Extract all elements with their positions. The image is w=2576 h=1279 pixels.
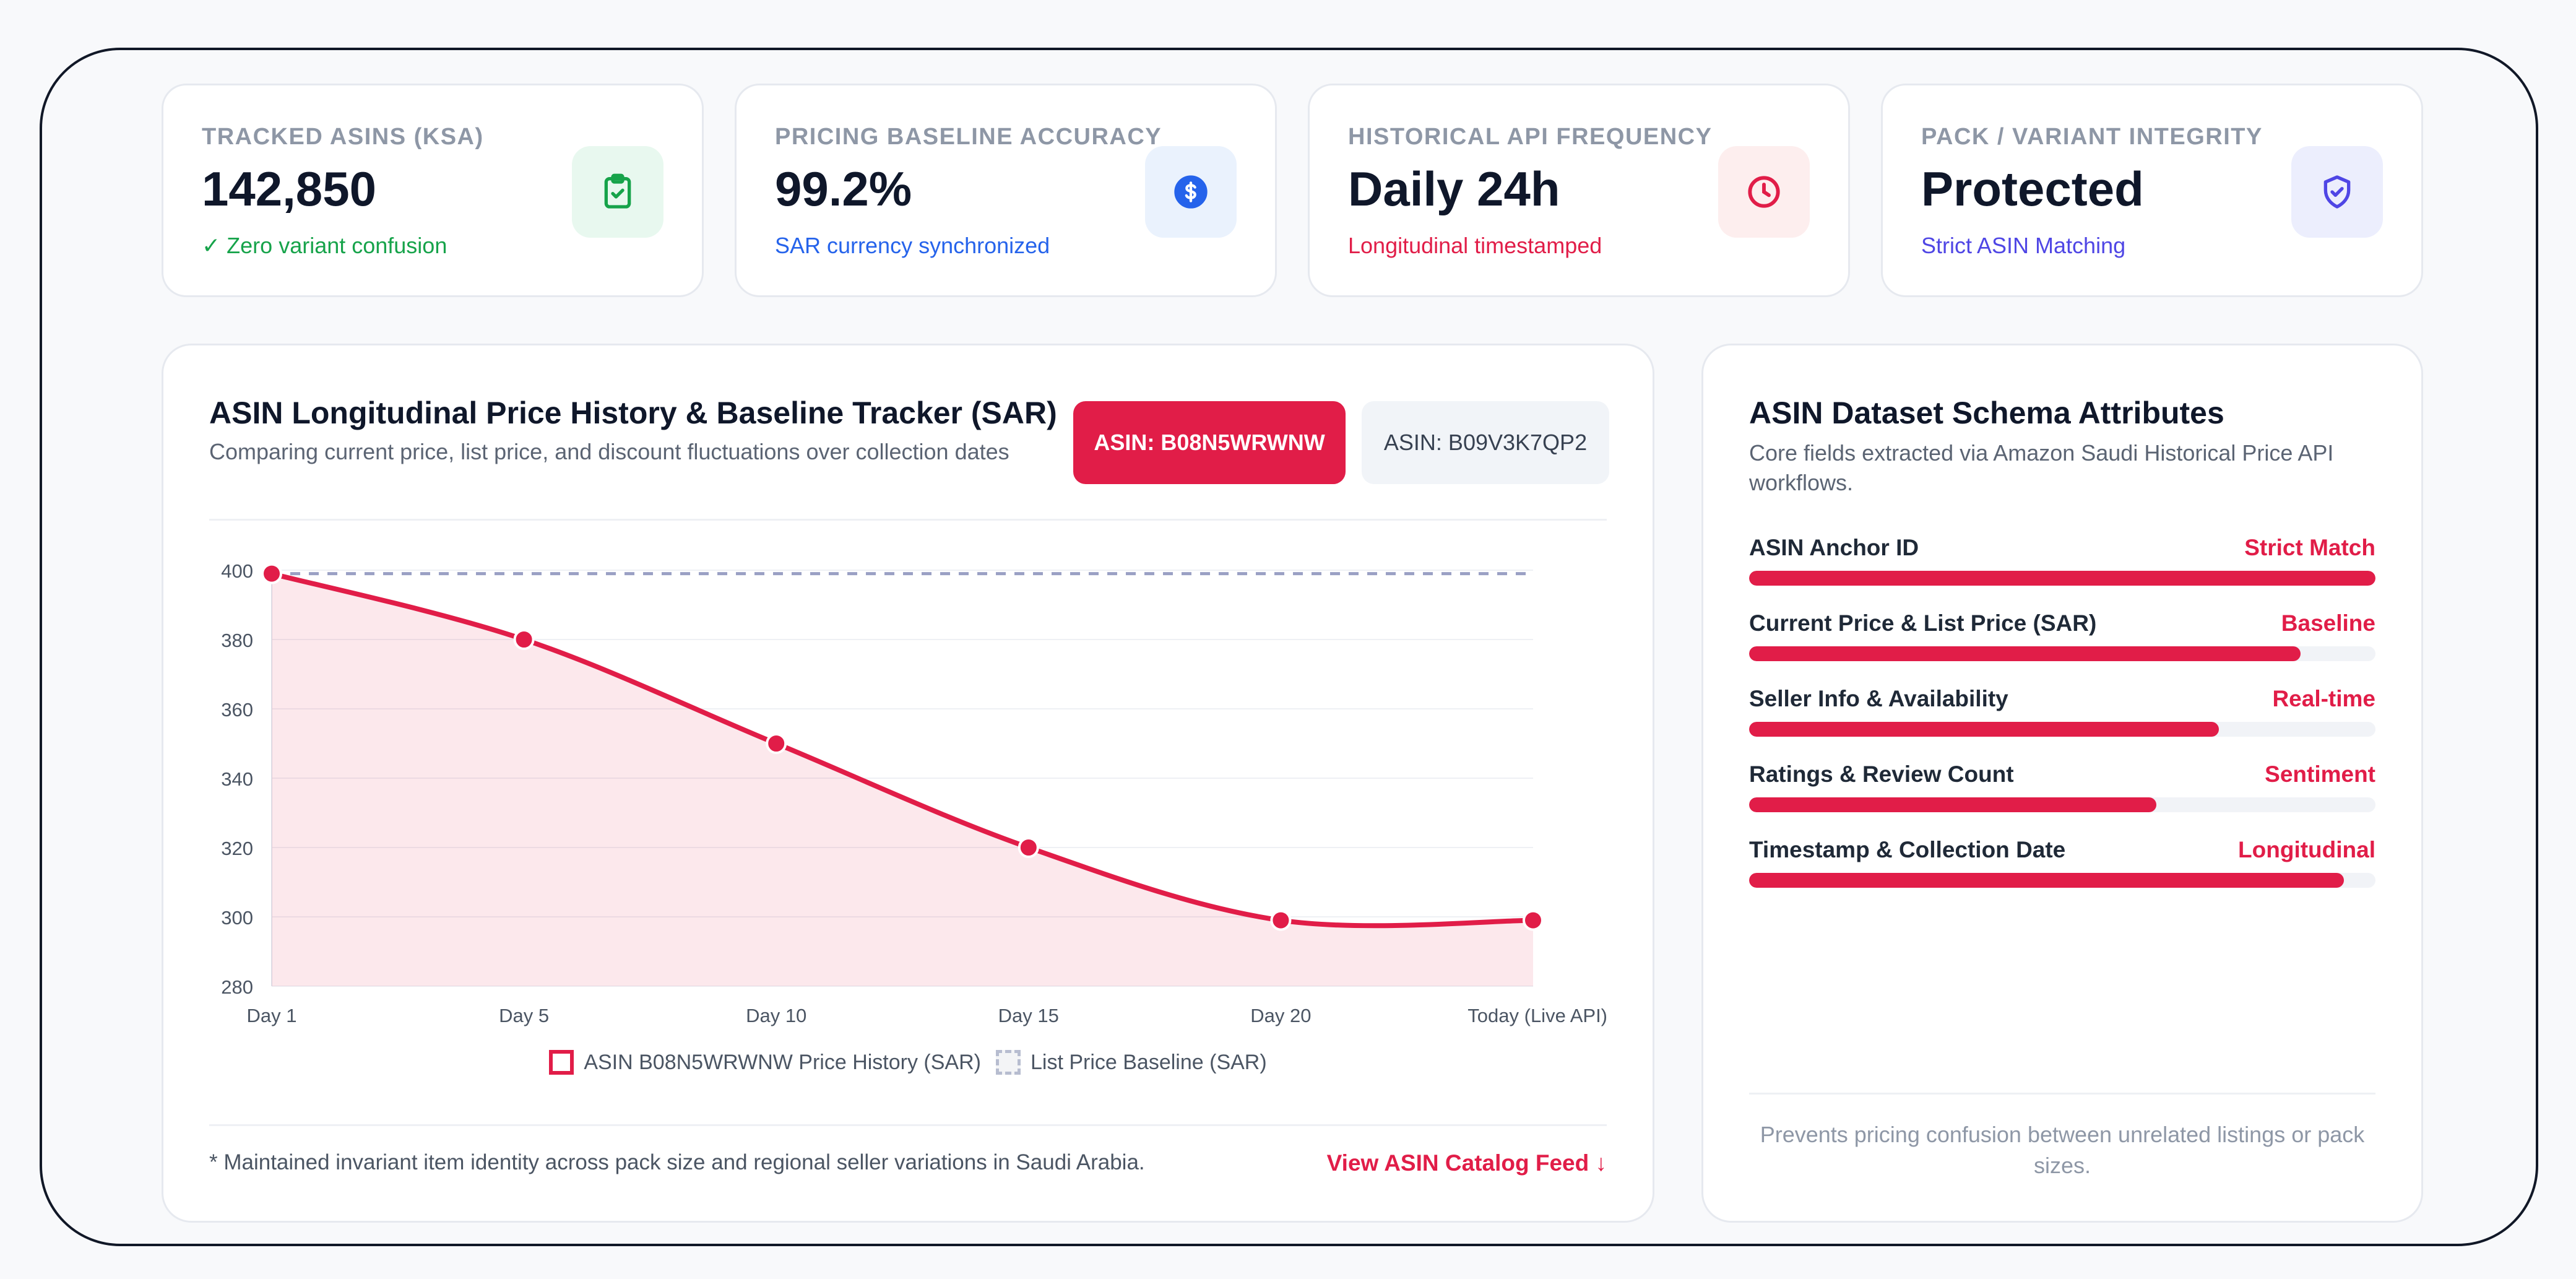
chart-header-divider: [209, 519, 1607, 521]
attribute-progress-track: [1749, 571, 2375, 586]
legend-item-list-price[interactable]: List Price Baseline (SAR): [995, 1050, 1267, 1075]
schema-title: ASIN Dataset Schema Attributes: [1749, 396, 2224, 430]
schema-footer-divider: [1749, 1093, 2375, 1095]
attribute-progress-fill: [1749, 873, 2345, 888]
schema-attributes-panel: ASIN Dataset Schema Attributes Core fiel…: [1701, 344, 2423, 1223]
legend-item-price-history[interactable]: ASIN B08N5WRWNW Price History (SAR): [549, 1050, 981, 1075]
legend-swatch-red: [549, 1050, 574, 1075]
kpi-subtext: Longitudinal timestamped: [1348, 233, 1602, 258]
y-tick-label: 300: [221, 907, 253, 929]
data-point: [1018, 837, 1039, 858]
clock-icon: [1718, 146, 1810, 238]
attribute-progress-fill: [1749, 797, 2156, 812]
data-point: [766, 733, 787, 754]
x-tick-label: Day 20: [1250, 1005, 1311, 1026]
shield-check-icon: [2291, 146, 2383, 238]
kpi-label: HISTORICAL API FREQUENCY: [1348, 124, 1713, 150]
kpi-card-tracked-asins: TRACKED ASINS (KSA) 142,850 ✓ Zero varia…: [162, 84, 704, 297]
data-point: [513, 629, 535, 650]
attribute-tag: Sentiment: [2265, 761, 2375, 787]
attribute-tag: Baseline: [2281, 610, 2375, 636]
y-tick-label: 340: [221, 768, 253, 790]
y-tick-label: 360: [221, 699, 253, 721]
chart-legend: ASIN B08N5WRWNW Price History (SAR) List…: [163, 1050, 1653, 1075]
kpi-label: PRICING BASELINE ACCURACY: [775, 124, 1162, 150]
attribute-name: Timestamp & Collection Date: [1749, 837, 2066, 862]
kpi-value: Daily 24h: [1348, 162, 1560, 216]
schema-attribute-seller: Seller Info & Availability Real-time: [1749, 686, 2375, 742]
asin-button-b09v3k7qp2[interactable]: ASIN: B09V3K7QP2: [1362, 401, 1609, 484]
attribute-progress-track: [1749, 722, 2375, 737]
kpi-subtext: SAR currency synchronized: [775, 233, 1050, 258]
attribute-tag: Longitudinal: [2238, 837, 2375, 862]
series-area-price-history: [272, 573, 1533, 986]
attribute-name: Seller Info & Availability: [1749, 686, 2008, 711]
x-tick-label: Today (Live API): [1467, 1005, 1607, 1026]
y-tick-label: 400: [221, 560, 253, 582]
schema-attribute-timestamp: Timestamp & Collection Date Longitudinal: [1749, 837, 2375, 893]
schema-attribute-price: Current Price & List Price (SAR) Baselin…: [1749, 610, 2375, 666]
kpi-value: 99.2%: [775, 162, 912, 216]
kpi-label: PACK / VARIANT INTEGRITY: [1921, 124, 2263, 150]
view-catalog-feed-link[interactable]: View ASIN Catalog Feed ↓: [1326, 1150, 1607, 1176]
y-tick-label: 320: [221, 838, 253, 859]
kpi-subtext: ✓ Zero variant confusion: [202, 233, 447, 258]
attribute-progress-fill: [1749, 571, 2375, 586]
schema-footnote: Prevents pricing confusion between unrel…: [1760, 1122, 2365, 1178]
attribute-tag: Real-time: [2272, 686, 2375, 711]
attribute-progress-track: [1749, 797, 2375, 812]
series-line-price-history: [269, 571, 1536, 929]
chart-footnote: * Maintained invariant item identity acr…: [209, 1150, 1145, 1174]
chart-subtitle: Comparing current price, list price, and…: [209, 439, 1009, 464]
attribute-tag: Strict Match: [2244, 535, 2375, 560]
kpi-card-variant-integrity: PACK / VARIANT INTEGRITY Protected Stric…: [1881, 84, 2423, 297]
price-history-panel: ASIN Longitudinal Price History & Baseli…: [162, 344, 1654, 1223]
chart-title: ASIN Longitudinal Price History & Baseli…: [209, 396, 1057, 430]
kpi-card-api-frequency: HISTORICAL API FREQUENCY Daily 24h Longi…: [1308, 84, 1850, 297]
x-tick-label: Day 10: [746, 1005, 806, 1026]
dollar-circle-icon: [1145, 146, 1237, 238]
attribute-progress-fill: [1749, 722, 2219, 737]
clipboard-check-icon: [572, 146, 663, 238]
price-history-chart: 280 300 320 340 360 380 400 Day 1 Day 5 Day 10 Day…: [221, 560, 1607, 1026]
y-tick-label: 280: [221, 976, 253, 998]
attribute-progress-track: [1749, 646, 2375, 661]
attribute-progress-fill: [1749, 646, 2301, 661]
data-point: [1523, 909, 1544, 931]
kpi-subtext: Strict ASIN Matching: [1921, 233, 2126, 258]
schema-attribute-asin-anchor: ASIN Anchor ID Strict Match: [1749, 535, 2375, 591]
data-point: [1270, 909, 1292, 931]
kpi-label: TRACKED ASINS (KSA): [202, 124, 484, 150]
y-tick-label: 380: [221, 630, 253, 651]
attribute-progress-track: [1749, 873, 2375, 888]
kpi-value: 142,850: [202, 162, 376, 216]
kpi-card-pricing-accuracy: PRICING BASELINE ACCURACY 99.2% SAR curr…: [735, 84, 1277, 297]
x-tick-label: Day 1: [247, 1005, 297, 1026]
schema-subtitle: Core fields extracted via Amazon Saudi H…: [1749, 440, 2334, 495]
attribute-name: Ratings & Review Count: [1749, 761, 2014, 787]
kpi-value: Protected: [1921, 162, 2144, 216]
legend-label: ASIN B08N5WRWNW Price History (SAR): [584, 1050, 981, 1074]
legend-label: List Price Baseline (SAR): [1030, 1050, 1267, 1074]
attribute-name: Current Price & List Price (SAR): [1749, 610, 2097, 636]
schema-attribute-ratings: Ratings & Review Count Sentiment: [1749, 761, 2375, 817]
attribute-name: ASIN Anchor ID: [1749, 535, 1919, 560]
legend-swatch-grey: [995, 1050, 1021, 1075]
chart-footer-divider: [209, 1124, 1607, 1126]
data-point: [261, 563, 282, 584]
x-tick-label: Day 5: [499, 1005, 549, 1026]
x-tick-label: Day 15: [998, 1005, 1059, 1026]
asin-button-b08n5wrwnw[interactable]: ASIN: B08N5WRWNW: [1073, 401, 1346, 484]
